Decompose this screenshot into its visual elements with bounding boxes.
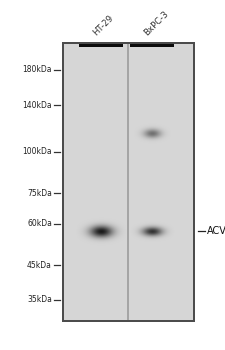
Text: 35kDa: 35kDa	[27, 295, 52, 304]
Text: 100kDa: 100kDa	[22, 147, 52, 156]
Text: 60kDa: 60kDa	[27, 219, 52, 229]
Text: BxPC-3: BxPC-3	[142, 9, 170, 37]
Text: HT-29: HT-29	[91, 13, 115, 37]
Text: 180kDa: 180kDa	[22, 65, 52, 75]
Text: 140kDa: 140kDa	[22, 100, 52, 110]
Text: 75kDa: 75kDa	[27, 189, 52, 197]
Text: 45kDa: 45kDa	[27, 260, 52, 270]
Text: ACVR1C: ACVR1C	[206, 226, 225, 236]
